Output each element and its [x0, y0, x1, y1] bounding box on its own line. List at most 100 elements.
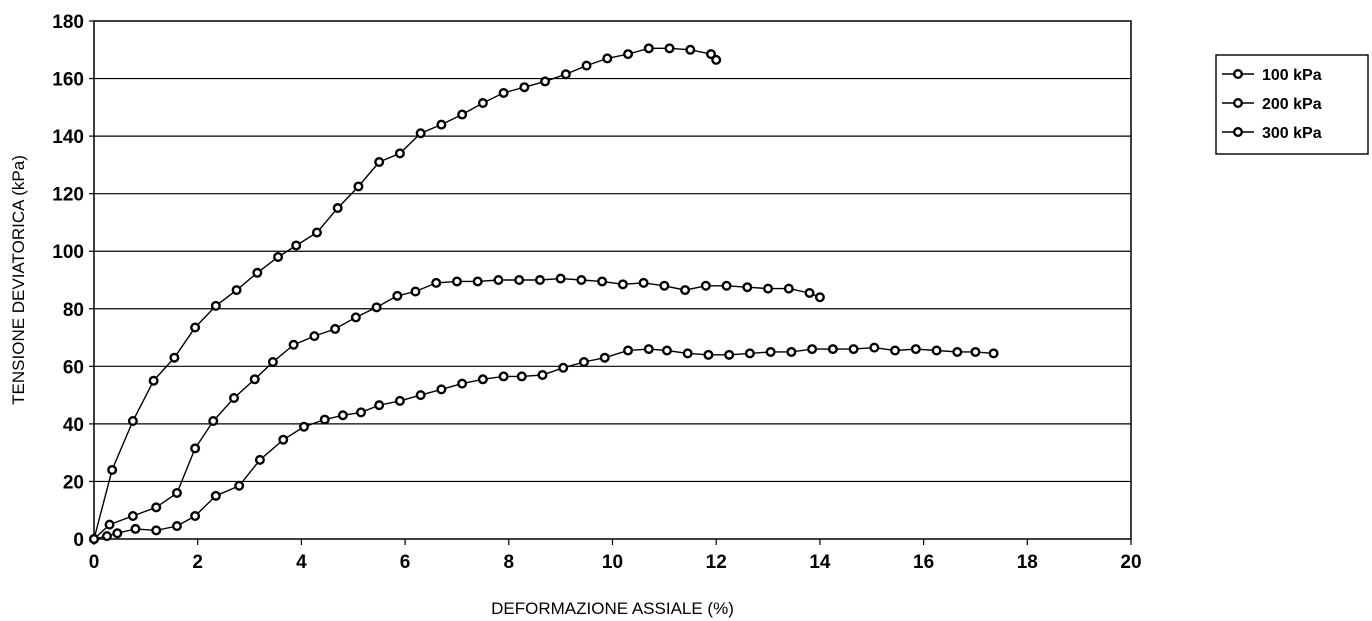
data-point [664, 43, 675, 54]
data-point [190, 322, 201, 333]
data-point [431, 277, 442, 288]
data-point [101, 531, 112, 542]
data-point [638, 277, 649, 288]
y-axis-title: TENSIONE DEVIATORICA (kPa) [9, 155, 28, 405]
data-point [319, 414, 330, 425]
data-point [659, 280, 670, 291]
data-point [394, 395, 405, 406]
data-point [112, 528, 123, 539]
data-point [555, 273, 566, 284]
data-point [457, 378, 468, 389]
y-tick-label: 80 [63, 300, 84, 321]
y-tick-label: 120 [52, 185, 84, 206]
data-point [249, 374, 260, 385]
data-point [578, 357, 589, 368]
series-line-2 [93, 277, 821, 540]
data-point [765, 346, 776, 357]
data-point [231, 285, 242, 296]
data-point [869, 342, 880, 353]
data-point [309, 331, 320, 342]
legend-marker [1232, 97, 1243, 108]
data-point [763, 283, 774, 294]
data-point [356, 407, 367, 418]
data-point [952, 346, 963, 357]
data-point [537, 369, 548, 380]
x-tick-label: 8 [504, 552, 515, 573]
x-tick-label: 16 [913, 552, 934, 573]
x-axis: 0 2 4 6 8 10 12 14 16 18 20 [89, 539, 1142, 573]
data-point [171, 521, 182, 532]
y-tick-label: 140 [52, 127, 84, 148]
data-point [371, 302, 382, 313]
data-point [148, 375, 159, 386]
data-point [724, 349, 735, 360]
data-point [252, 267, 263, 278]
data-point [744, 348, 755, 359]
x-tick-label: 14 [809, 552, 831, 573]
data-point [392, 290, 403, 301]
x-axis-title: DEFORMAZIONE ASSIALE (%) [491, 599, 734, 618]
data-point [786, 346, 797, 357]
data-point [477, 98, 488, 109]
data-point [208, 416, 219, 427]
data-point [827, 344, 838, 355]
data-point [700, 280, 711, 291]
data-point [516, 371, 527, 382]
data-point [169, 352, 180, 363]
data-point [804, 287, 815, 298]
data-point [171, 487, 182, 498]
data-point [350, 312, 361, 323]
data-point [706, 49, 717, 60]
data-point [151, 525, 162, 536]
data-point [931, 345, 942, 356]
legend-marker [1232, 68, 1243, 79]
data-point [807, 344, 818, 355]
data-point [273, 251, 284, 262]
data-point [558, 362, 569, 373]
x-tick-label: 10 [602, 552, 623, 573]
y-axis: 0 20 40 60 80 100 120 140 160 180 [52, 12, 94, 551]
data-point [127, 510, 138, 521]
data-point [278, 434, 289, 445]
data-point [472, 276, 483, 287]
data-point [623, 49, 634, 60]
data-point [477, 374, 488, 385]
legend-label: 200 kPa [1262, 96, 1322, 113]
series-3 [88, 43, 722, 545]
data-point [228, 392, 239, 403]
data-point [374, 157, 385, 168]
data-point [107, 464, 118, 475]
y-tick-label: 100 [52, 242, 84, 263]
series-line-1 [93, 346, 994, 540]
data-point [298, 421, 309, 432]
data-point [415, 128, 426, 139]
data-point [519, 82, 530, 93]
legend-label: 300 kPa [1262, 125, 1322, 142]
x-tick-label: 0 [89, 552, 100, 573]
data-point [330, 323, 341, 334]
data-point [151, 502, 162, 513]
data-point [599, 352, 610, 363]
data-point [682, 348, 693, 359]
data-point [970, 346, 981, 357]
legend-item-2: 200 kPa [1222, 96, 1322, 113]
data-point [88, 534, 99, 545]
data-point [410, 286, 421, 297]
x-tick-label: 6 [400, 552, 411, 573]
data-point [540, 76, 551, 87]
data-point [234, 480, 245, 491]
data-point [493, 275, 504, 286]
data-point [742, 282, 753, 293]
series-layer [88, 43, 999, 545]
y-tick-label: 40 [63, 415, 84, 436]
data-point [337, 410, 348, 421]
data-point [602, 53, 613, 64]
data-point [703, 349, 714, 360]
data-point [685, 44, 696, 55]
legend-marker [1232, 126, 1243, 137]
data-point [623, 345, 634, 356]
data-point [104, 519, 115, 530]
data-point [436, 119, 447, 130]
data-point [643, 344, 654, 355]
data-point [394, 148, 405, 159]
